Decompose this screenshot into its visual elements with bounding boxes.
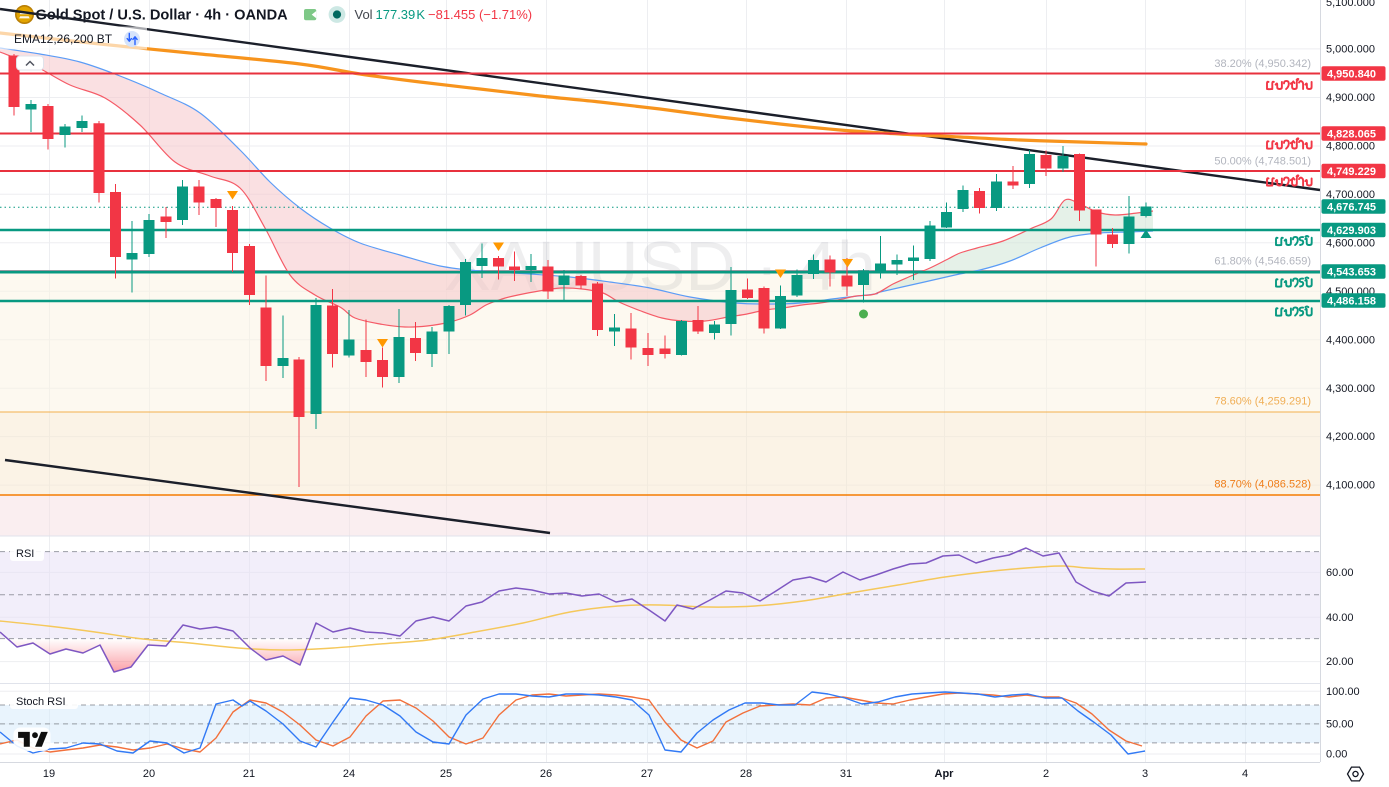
svg-text:19: 19 <box>43 768 55 780</box>
svg-text:28: 28 <box>740 768 752 780</box>
svg-text:4,543.653: 4,543.653 <box>1327 267 1376 279</box>
svg-text:40.00: 40.00 <box>1326 612 1354 624</box>
svg-text:27: 27 <box>641 768 653 780</box>
svg-text:4,400.000: 4,400.000 <box>1326 334 1375 346</box>
svg-text:4,950.840: 4,950.840 <box>1327 69 1376 81</box>
svg-text:38.20% (4,950.342): 38.20% (4,950.342) <box>1214 58 1311 70</box>
svg-text:4,676.745: 4,676.745 <box>1327 202 1376 214</box>
svg-text:20: 20 <box>143 768 155 780</box>
svg-text:4,900.000: 4,900.000 <box>1326 92 1375 104</box>
svg-text:Gold Spot / U.S. Dollar · 4h ·: Gold Spot / U.S. Dollar · 4h · OANDA <box>36 8 289 24</box>
svg-text:24: 24 <box>343 768 355 780</box>
svg-text:25: 25 <box>440 768 452 780</box>
svg-text:RSI: RSI <box>16 548 34 560</box>
svg-text:61.80% (4,546.659): 61.80% (4,546.659) <box>1214 256 1311 268</box>
svg-text:Vol: Vol <box>355 7 373 22</box>
svg-text:4,800.000: 4,800.000 <box>1326 141 1375 153</box>
svg-text:Apr: Apr <box>935 768 955 780</box>
svg-text:20.00: 20.00 <box>1326 656 1354 668</box>
svg-text:100.00: 100.00 <box>1326 686 1360 698</box>
svg-text:0.00: 0.00 <box>1326 749 1347 761</box>
svg-text:Stoch RSI: Stoch RSI <box>16 696 66 708</box>
svg-text:78.60% (4,259.291): 78.60% (4,259.291) <box>1214 396 1311 408</box>
svg-text:50.00: 50.00 <box>1326 719 1354 731</box>
svg-text:−81.455 (−1.71%): −81.455 (−1.71%) <box>428 7 532 22</box>
svg-text:EMA12,26,200 BT: EMA12,26,200 BT <box>14 32 113 46</box>
svg-text:4,600.000: 4,600.000 <box>1326 237 1375 249</box>
svg-text:4: 4 <box>1242 768 1248 780</box>
svg-text:4,700.000: 4,700.000 <box>1326 189 1375 201</box>
svg-text:4,828.065: 4,828.065 <box>1327 129 1376 141</box>
svg-text:4,486.158: 4,486.158 <box>1327 296 1376 308</box>
svg-text:4,100.000: 4,100.000 <box>1326 480 1375 492</box>
svg-text:177.39 K: 177.39 K <box>376 7 426 22</box>
svg-text:5,100.000: 5,100.000 <box>1326 0 1375 9</box>
svg-text:50.00% (4,748.501): 50.00% (4,748.501) <box>1214 156 1311 168</box>
svg-text:21: 21 <box>243 768 255 780</box>
svg-text:4,749.229: 4,749.229 <box>1327 166 1376 178</box>
svg-text:5,000.000: 5,000.000 <box>1326 44 1375 56</box>
svg-text:4,200.000: 4,200.000 <box>1326 431 1375 443</box>
svg-text:60.00: 60.00 <box>1326 567 1354 579</box>
svg-text:26: 26 <box>540 768 552 780</box>
svg-text:4,629.903: 4,629.903 <box>1327 225 1376 237</box>
svg-text:31: 31 <box>840 768 852 780</box>
svg-text:2: 2 <box>1043 768 1049 780</box>
svg-text:3: 3 <box>1142 768 1148 780</box>
svg-text:88.70% (4,086.528): 88.70% (4,086.528) <box>1214 479 1311 491</box>
svg-text:4,300.000: 4,300.000 <box>1326 383 1375 395</box>
